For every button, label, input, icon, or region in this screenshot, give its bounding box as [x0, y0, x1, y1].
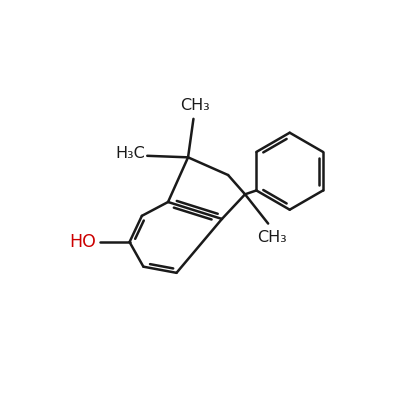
Text: CH₃: CH₃	[257, 230, 287, 245]
Text: H₃C: H₃C	[115, 146, 145, 161]
Text: HO: HO	[70, 233, 96, 251]
Text: CH₃: CH₃	[180, 98, 210, 114]
